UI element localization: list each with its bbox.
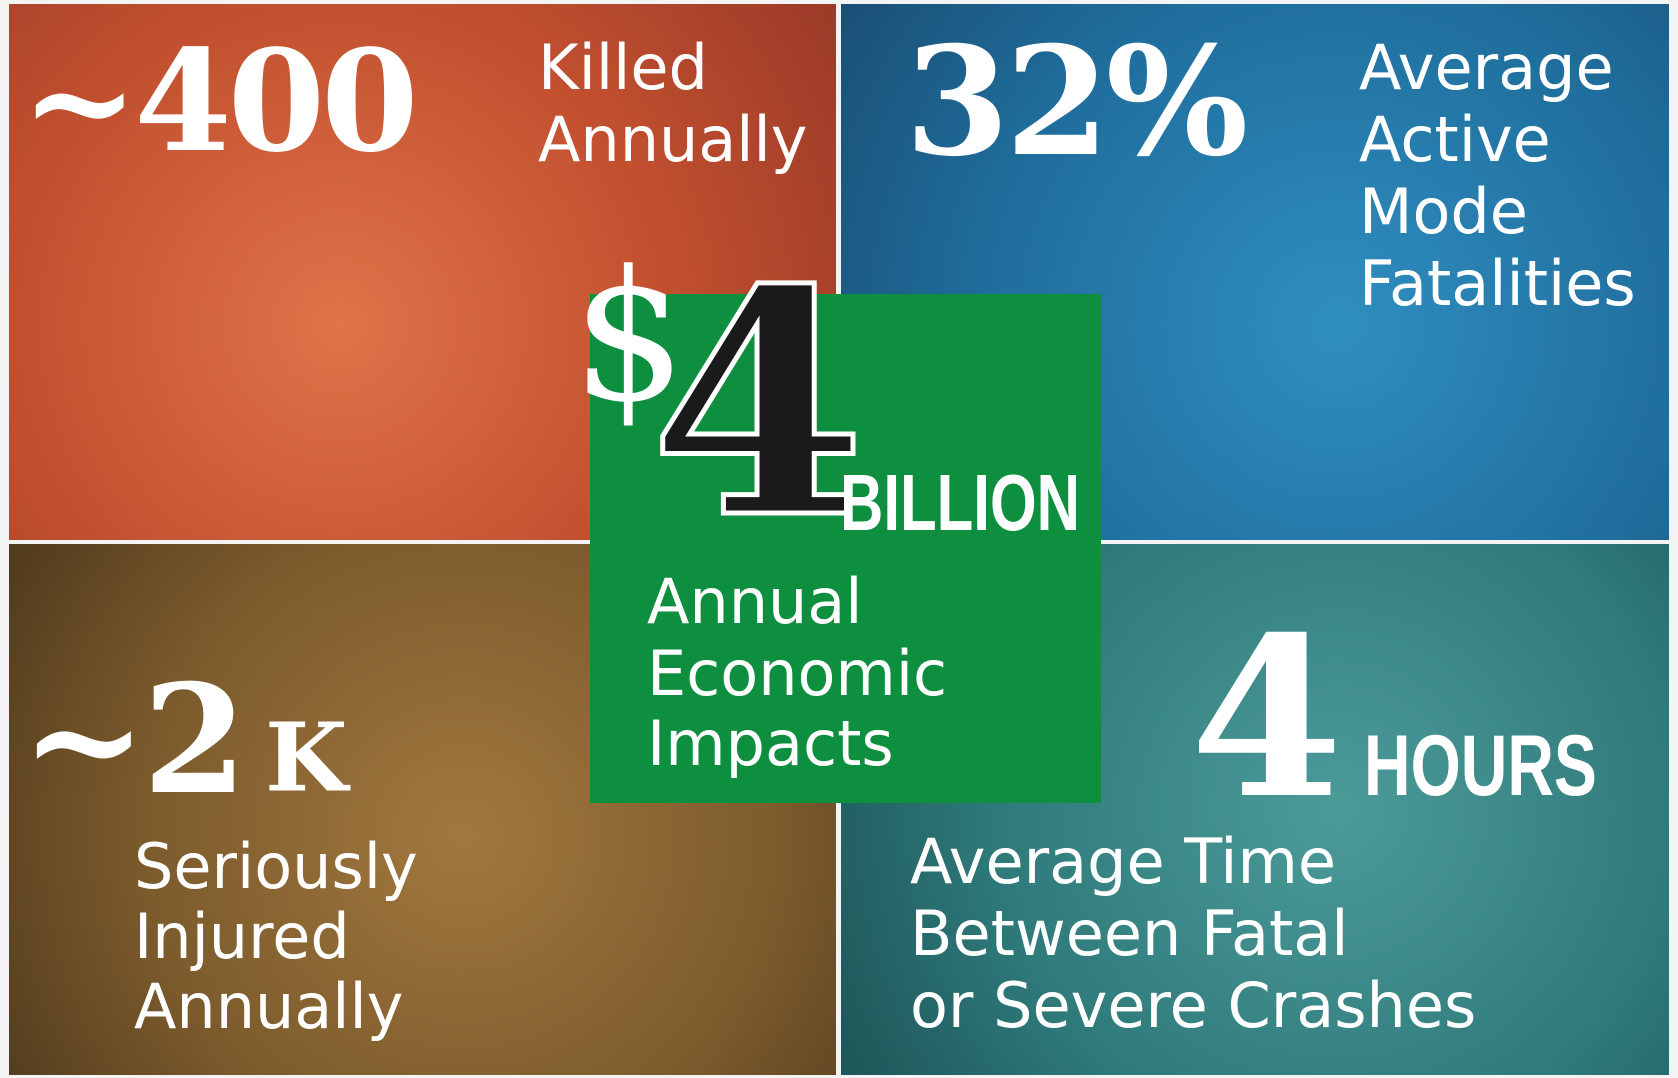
stat: ~2 — [21, 665, 243, 815]
label-line: Annually — [134, 976, 403, 1038]
label-line: Killed — [538, 37, 708, 99]
stat-unit: BILLION — [840, 463, 1080, 543]
stat-unit: HOURS — [1364, 723, 1597, 809]
stat-unit: K — [265, 711, 344, 806]
label-line: Average — [1359, 37, 1614, 99]
label-line: Between Fatal — [910, 903, 1348, 965]
stat: ~400 — [21, 32, 415, 172]
stat: 32% — [905, 27, 1244, 177]
label-line: Fatalities — [1359, 253, 1636, 315]
label-line: Injured — [134, 906, 350, 968]
infographic: ~400 Killed Annually 32% Average Active … — [0, 0, 1678, 1078]
label-line: Seriously — [134, 836, 418, 898]
label-line: or Severe Crashes — [910, 975, 1476, 1037]
label-line: Impacts — [647, 713, 894, 775]
label-line: Economic — [647, 643, 947, 705]
stat: 4 — [650, 250, 862, 560]
label-line: Active — [1359, 109, 1551, 171]
stat: 4 — [1190, 608, 1339, 828]
label-line: Average Time — [910, 831, 1336, 893]
label-line: Annually — [538, 109, 807, 171]
label-line: Mode — [1359, 181, 1528, 243]
label-line: Annual — [647, 571, 863, 633]
